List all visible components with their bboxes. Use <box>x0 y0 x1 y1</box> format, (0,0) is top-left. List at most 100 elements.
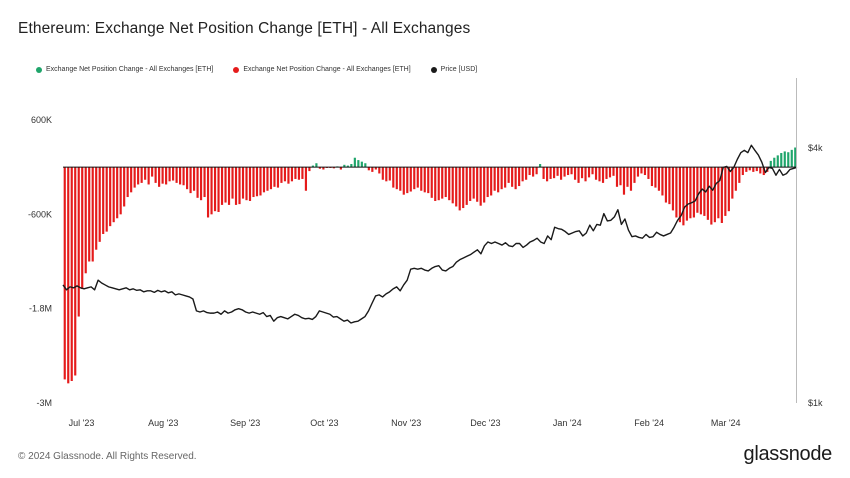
bar <box>507 167 510 183</box>
y-right-tick-label: $4k <box>808 143 823 153</box>
bar <box>521 167 524 182</box>
bar <box>287 167 290 184</box>
brand-logo: glassnode <box>743 443 833 465</box>
bar <box>490 167 493 196</box>
bar <box>192 167 196 191</box>
bar <box>479 167 482 206</box>
bar <box>518 167 521 187</box>
bar <box>151 167 154 177</box>
legend-item-netflow-negative[interactable]: Exchange Net Position Change - All Excha… <box>233 66 411 73</box>
bar <box>549 167 552 179</box>
bar <box>598 167 601 182</box>
bar <box>504 167 507 188</box>
bar <box>357 160 360 168</box>
bar <box>542 167 545 179</box>
bar <box>483 167 486 203</box>
bar <box>794 147 797 168</box>
bar <box>304 167 308 191</box>
bar <box>640 167 643 174</box>
bar <box>112 167 115 223</box>
bar <box>462 167 465 209</box>
bar <box>158 167 161 187</box>
bar <box>189 167 192 194</box>
bar <box>685 167 688 221</box>
bar <box>297 167 301 180</box>
bar <box>315 163 318 168</box>
bar <box>783 151 786 168</box>
bar <box>762 167 765 176</box>
bar <box>259 167 262 196</box>
bar <box>199 167 203 201</box>
bar <box>123 167 126 207</box>
bar <box>91 167 94 262</box>
bar <box>70 167 73 381</box>
bar <box>224 167 227 203</box>
bar <box>381 167 384 180</box>
x-tick-label: Jan '24 <box>553 418 582 428</box>
bar <box>343 164 346 168</box>
bar <box>217 167 220 212</box>
bar <box>301 167 304 179</box>
bar <box>717 167 720 219</box>
legend-item-netflow-positive[interactable]: Exchange Net Position Change - All Excha… <box>36 66 213 73</box>
bar <box>455 167 458 207</box>
legend-dot-green <box>36 66 42 73</box>
bar <box>500 167 503 190</box>
bar <box>95 167 98 250</box>
bar <box>448 167 451 201</box>
bar <box>360 161 363 168</box>
legend-item-price[interactable]: Price [USD] <box>430 66 477 73</box>
bar <box>427 167 430 194</box>
bar <box>692 167 695 218</box>
bar <box>469 167 472 201</box>
bar <box>105 167 108 232</box>
bar <box>168 167 171 182</box>
bar <box>622 167 626 195</box>
y-left-tick-label: -3M <box>37 398 53 408</box>
bar <box>752 167 755 172</box>
y-right-tick-label: $1k <box>808 398 823 408</box>
bar <box>67 167 70 384</box>
bar <box>179 167 182 185</box>
x-tick-label: Sep '23 <box>230 418 260 428</box>
bar <box>539 164 542 168</box>
bar <box>605 167 608 179</box>
bar <box>525 167 528 180</box>
bar <box>119 167 122 215</box>
bar <box>210 167 213 215</box>
bar <box>234 167 238 205</box>
chart-title: Ethereum: Exchange Net Position Change [… <box>18 20 471 37</box>
bar <box>472 167 475 199</box>
bar <box>346 165 349 168</box>
y-left-tick-label: -600K <box>28 209 52 219</box>
bar <box>266 167 269 191</box>
y-left-tick-label: 600K <box>31 115 52 125</box>
bar <box>580 167 584 179</box>
bar <box>63 167 66 380</box>
bar <box>109 167 112 227</box>
bar <box>269 167 273 190</box>
bar <box>682 167 685 226</box>
bar <box>318 167 321 169</box>
bar <box>629 167 633 191</box>
legend-dot-black <box>430 66 437 73</box>
bar <box>546 167 549 182</box>
bar <box>608 167 612 178</box>
y-left-tick-label: -1.8M <box>29 304 52 314</box>
bar <box>647 167 650 179</box>
bar <box>371 167 374 172</box>
bar <box>731 167 734 199</box>
bar <box>294 167 297 179</box>
x-tick-label: Nov '23 <box>391 418 421 428</box>
bar <box>748 167 751 171</box>
bar <box>713 167 716 223</box>
bar <box>81 167 84 290</box>
bar <box>559 167 563 180</box>
bar <box>416 167 419 188</box>
bar <box>227 167 231 205</box>
bar <box>532 167 535 177</box>
bar <box>720 167 723 223</box>
bar <box>220 167 224 205</box>
bar <box>130 167 133 193</box>
bar <box>724 167 727 216</box>
